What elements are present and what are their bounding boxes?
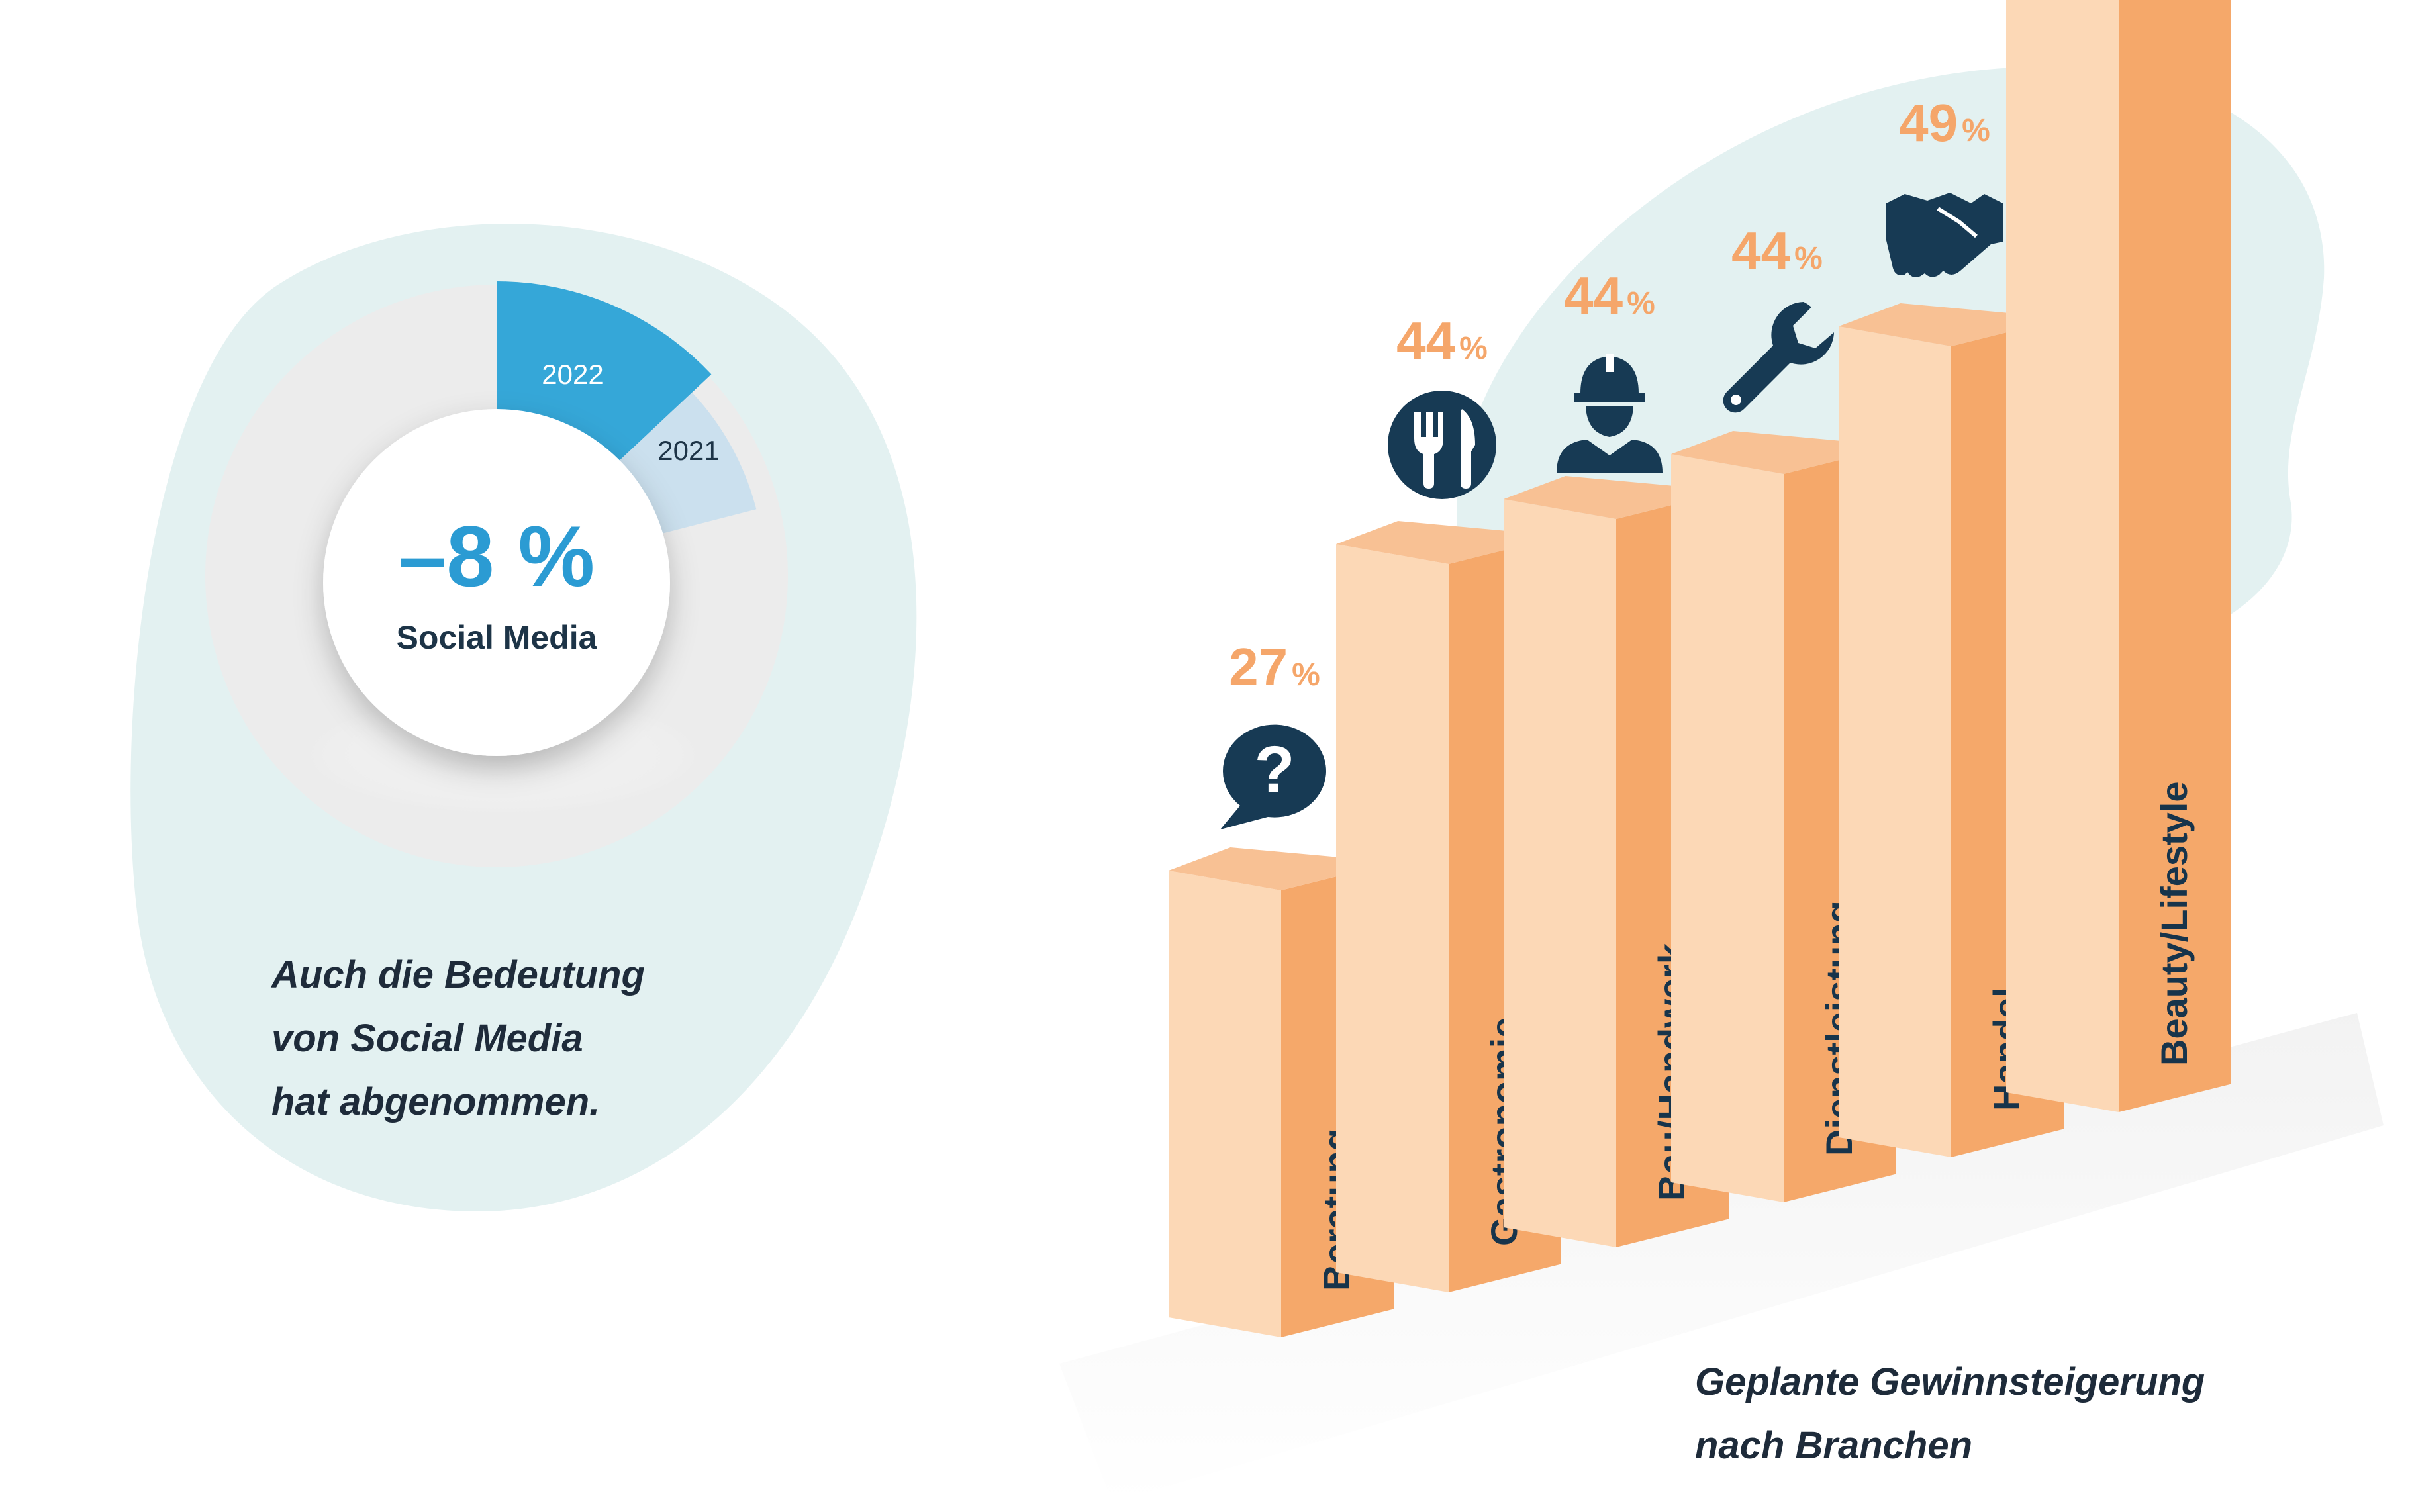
bar-side-face <box>2119 0 2231 1112</box>
donut-chart: 2022 2021 –8 % Social Media <box>205 281 788 867</box>
construction-worker-icon <box>1557 354 1663 473</box>
bar-front-face <box>1839 326 1951 1157</box>
left-caption-line-3: hat abgenommen. <box>271 1080 601 1123</box>
bar-front-face <box>1336 544 1449 1292</box>
bar-value-label: 27% <box>1229 638 1320 696</box>
chart-caption-line-1: Geplante Gewinnsteigerung <box>1695 1360 2205 1403</box>
left-caption-line-1: Auch die Bedeutung <box>271 953 645 996</box>
wrench-icon <box>1723 302 1834 413</box>
bar-6: Beauty/Lifestyle68% <box>2006 0 2231 1112</box>
bar-value-label: 44% <box>1731 221 1823 280</box>
bar-front-face <box>1169 871 1281 1337</box>
bar-value-label: 44% <box>1564 266 1655 325</box>
bar-value-label: 49% <box>1899 93 1990 152</box>
donut-segment-2021 <box>614 392 757 536</box>
segment-label-2022: 2022 <box>542 359 603 390</box>
bar-front-face <box>1504 499 1616 1247</box>
chart-caption: Geplante Gewinnsteigerung nach Branchen <box>1695 1350 2357 1478</box>
bar-chart: Beratung?27%Gastronomie44%Bau/Handwerk44… <box>1169 0 2231 1337</box>
floor-shadow <box>1059 1013 2384 1503</box>
donut-center-value: –8 % <box>399 508 595 604</box>
bar-value-label: 44% <box>1396 311 1488 370</box>
svg-text:?: ? <box>1254 733 1294 807</box>
segment-label-2021: 2021 <box>657 435 719 466</box>
handshake-icon <box>1886 193 2003 277</box>
bar-front-face <box>1671 454 1784 1202</box>
fork-knife-icon <box>1388 391 1496 499</box>
question-bubble-icon: ? <box>1220 724 1326 829</box>
donut-center <box>323 409 670 756</box>
left-caption-line-2: von Social Media <box>271 1017 583 1060</box>
donut-center-label: Social Media <box>397 619 598 656</box>
chart-caption-line-2: nach Branchen <box>1695 1424 1972 1467</box>
bar-category-label: Beauty/Lifestyle <box>2153 782 2195 1066</box>
bar-front-face <box>2006 0 2119 1112</box>
left-caption: Auch die Bedeutung von Social Media hat … <box>271 943 867 1134</box>
